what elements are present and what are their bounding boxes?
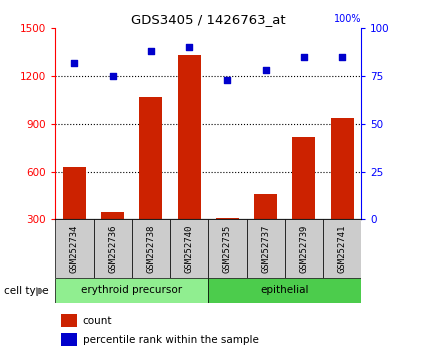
Text: GSM252734: GSM252734 bbox=[70, 224, 79, 273]
Text: 100%: 100% bbox=[334, 15, 361, 24]
Text: cell type: cell type bbox=[4, 286, 49, 296]
Bar bbox=[101, 211, 124, 219]
Bar bbox=[61, 314, 76, 327]
Text: percentile rank within the sample: percentile rank within the sample bbox=[83, 335, 259, 345]
Point bbox=[147, 48, 154, 54]
Text: GSM252736: GSM252736 bbox=[108, 224, 117, 273]
Title: GDS3405 / 1426763_at: GDS3405 / 1426763_at bbox=[131, 13, 286, 26]
Point bbox=[262, 68, 269, 73]
Point bbox=[71, 60, 78, 65]
Point bbox=[109, 73, 116, 79]
Bar bbox=[178, 55, 201, 219]
Point bbox=[224, 77, 231, 83]
Text: GSM252739: GSM252739 bbox=[299, 224, 309, 273]
Bar bbox=[216, 218, 239, 219]
Bar bbox=[323, 219, 361, 278]
Bar bbox=[254, 194, 277, 219]
Bar bbox=[61, 333, 76, 346]
Bar bbox=[246, 219, 285, 278]
Text: erythroid precursor: erythroid precursor bbox=[81, 285, 182, 295]
Text: epithelial: epithelial bbox=[261, 285, 309, 295]
Point bbox=[300, 54, 307, 60]
Text: GSM252738: GSM252738 bbox=[146, 224, 156, 273]
Bar bbox=[55, 278, 208, 303]
Bar bbox=[292, 137, 315, 219]
Text: count: count bbox=[83, 316, 112, 326]
Text: ▶: ▶ bbox=[36, 286, 45, 296]
Text: GSM252735: GSM252735 bbox=[223, 224, 232, 273]
Bar bbox=[132, 219, 170, 278]
Text: GSM252741: GSM252741 bbox=[337, 224, 347, 273]
Bar bbox=[331, 118, 354, 219]
Bar bbox=[208, 219, 246, 278]
Bar bbox=[94, 219, 132, 278]
Bar bbox=[55, 219, 94, 278]
Bar bbox=[139, 97, 162, 219]
Bar bbox=[170, 219, 208, 278]
Bar bbox=[63, 167, 86, 219]
Text: GSM252737: GSM252737 bbox=[261, 224, 270, 273]
Point bbox=[339, 54, 346, 60]
Bar bbox=[285, 219, 323, 278]
Point bbox=[186, 45, 193, 50]
Text: GSM252740: GSM252740 bbox=[184, 224, 194, 273]
Bar bbox=[208, 278, 361, 303]
